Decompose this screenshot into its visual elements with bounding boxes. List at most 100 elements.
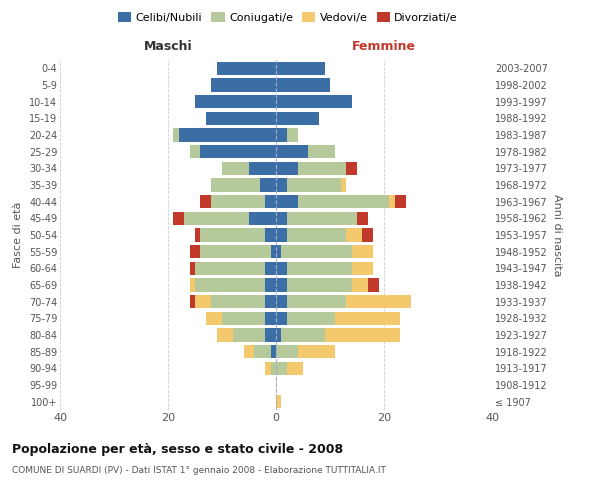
Bar [276,328,281,342]
Bar [190,295,195,308]
Bar [298,162,346,175]
Bar [206,112,276,125]
Bar [335,312,400,325]
Bar [200,245,271,258]
Bar [190,278,195,291]
Bar [276,312,287,325]
Bar [217,328,233,342]
Bar [287,312,335,325]
Bar [276,178,287,192]
Bar [173,212,184,225]
Bar [276,295,287,308]
Bar [184,212,249,225]
Bar [244,345,254,358]
Bar [271,362,276,375]
Bar [211,78,276,92]
Bar [395,195,406,208]
Bar [352,278,368,291]
Bar [222,312,265,325]
Bar [276,262,287,275]
Bar [276,128,287,141]
Bar [276,245,281,258]
Bar [233,328,265,342]
Bar [249,212,276,225]
Bar [217,62,276,75]
Bar [190,245,200,258]
Legend: Celibi/Nubili, Coniugati/e, Vedovi/e, Divorziati/e: Celibi/Nubili, Coniugati/e, Vedovi/e, Di… [113,8,463,28]
Bar [276,95,352,108]
Bar [190,262,195,275]
Bar [287,262,352,275]
Y-axis label: Anni di nascita: Anni di nascita [551,194,562,276]
Bar [287,278,352,291]
Bar [211,178,260,192]
Bar [308,145,335,158]
Text: Popolazione per età, sesso e stato civile - 2008: Popolazione per età, sesso e stato civil… [12,442,343,456]
Bar [211,295,265,308]
Bar [271,245,276,258]
Bar [254,345,271,358]
Bar [287,362,303,375]
Bar [281,245,352,258]
Bar [298,195,389,208]
Bar [276,162,298,175]
Bar [200,228,265,241]
Bar [346,162,357,175]
Bar [298,345,335,358]
Bar [200,145,276,158]
Bar [276,195,298,208]
Bar [265,312,276,325]
Bar [179,128,276,141]
Bar [287,295,346,308]
Bar [341,178,346,192]
Text: Femmine: Femmine [352,40,416,53]
Bar [287,178,341,192]
Bar [287,212,357,225]
Bar [368,278,379,291]
Bar [357,212,368,225]
Bar [195,95,276,108]
Bar [287,128,298,141]
Bar [195,262,265,275]
Bar [271,345,276,358]
Bar [281,328,325,342]
Bar [325,328,400,342]
Bar [206,312,222,325]
Bar [352,245,373,258]
Bar [190,145,200,158]
Bar [276,278,287,291]
Bar [346,295,411,308]
Bar [249,162,276,175]
Bar [200,195,211,208]
Bar [265,228,276,241]
Bar [211,195,265,208]
Bar [265,278,276,291]
Bar [276,78,330,92]
Bar [222,162,249,175]
Bar [276,345,298,358]
Bar [195,278,265,291]
Bar [265,295,276,308]
Bar [276,228,287,241]
Bar [195,228,200,241]
Bar [265,262,276,275]
Bar [260,178,276,192]
Bar [287,228,346,241]
Bar [276,395,281,408]
Bar [362,228,373,241]
Text: Maschi: Maschi [143,40,193,53]
Text: COMUNE DI SUARDI (PV) - Dati ISTAT 1° gennaio 2008 - Elaborazione TUTTITALIA.IT: COMUNE DI SUARDI (PV) - Dati ISTAT 1° ge… [12,466,386,475]
Bar [276,212,287,225]
Bar [195,295,211,308]
Bar [276,112,319,125]
Bar [173,128,179,141]
Bar [346,228,362,241]
Bar [276,362,287,375]
Y-axis label: Fasce di età: Fasce di età [13,202,23,268]
Bar [276,145,308,158]
Bar [265,362,271,375]
Bar [389,195,395,208]
Bar [265,328,276,342]
Bar [265,195,276,208]
Bar [352,262,373,275]
